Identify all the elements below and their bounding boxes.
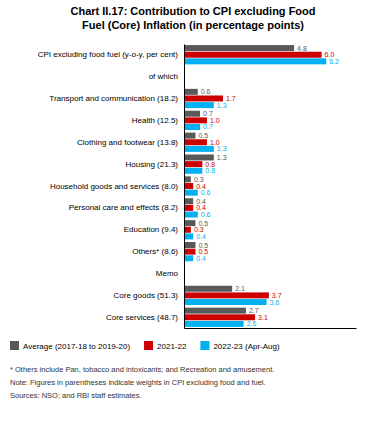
- data-label: 0.4: [196, 233, 206, 240]
- data-label: 4.8: [297, 45, 307, 52]
- data-label: 0.6: [201, 211, 211, 218]
- data-label: 1.3: [217, 102, 227, 109]
- tick-label: Transport and communication (18.2): [49, 94, 178, 103]
- bar: [184, 314, 255, 320]
- bar: [184, 227, 191, 233]
- tick: Core services (48.7): [106, 313, 184, 322]
- legend-swatch: [200, 341, 209, 350]
- footnote: * Others include Pan, tobacco and intoxi…: [10, 365, 274, 374]
- bar: [184, 183, 193, 189]
- data-label: 6.2: [329, 58, 339, 65]
- legend-swatch: [10, 341, 19, 350]
- tick-label: Health (12.5): [132, 116, 179, 125]
- bar: [184, 58, 326, 64]
- bar: [184, 102, 214, 108]
- tick: Clothing and footwear (13.8): [77, 138, 184, 147]
- bar: [184, 205, 193, 211]
- legend-label: 2022-23 (Apr-Aug): [213, 342, 280, 351]
- tick: Core goods (51.3): [114, 291, 184, 300]
- data-label: 0.6: [201, 88, 211, 95]
- tick: Memo: [156, 269, 184, 278]
- bar: [184, 190, 198, 196]
- bar: [184, 52, 322, 58]
- bar: [184, 292, 269, 298]
- tick: Personal care and effects (8.2): [69, 203, 184, 212]
- legend: Average (2017-18 to 2019-20) 2021-22 2022-…: [10, 341, 280, 351]
- bar: [184, 249, 195, 255]
- footnote: Sources: NSO; and RBI staff estimates.: [10, 391, 142, 400]
- bar: [184, 176, 191, 182]
- data-label: 0.7: [203, 123, 213, 130]
- tick: of which: [149, 72, 184, 81]
- tick: Others* (8.6): [132, 247, 184, 256]
- chart: Chart II.17: Contribution to CPI excludi…: [0, 0, 386, 438]
- tick-label: Core goods (51.3): [114, 291, 179, 300]
- tick-label: Others* (8.6): [132, 247, 178, 256]
- data-label: 1.7: [226, 95, 236, 102]
- bar: [184, 286, 232, 292]
- footnote: Note: Figures in parentheses indicate we…: [10, 378, 266, 387]
- bar: [184, 308, 246, 314]
- bar: [184, 146, 214, 152]
- bar: [184, 117, 207, 123]
- title: Chart II.17: Contribution to CPI excludi…: [70, 5, 315, 31]
- data-label: 1.3: [217, 145, 227, 152]
- x-axis: [185, 328, 357, 329]
- bar: [184, 161, 202, 167]
- tick-label: of which: [149, 72, 178, 81]
- tick-label: Personal care and effects (8.2): [69, 203, 179, 212]
- bar: [184, 242, 195, 248]
- legend-label: Average (2017-18 to 2019-20): [23, 342, 130, 351]
- footnotes: * Others include Pan, tobacco and intoxi…: [10, 365, 274, 400]
- bar: [184, 154, 214, 160]
- tick: Transport and communication (18.2): [49, 94, 184, 103]
- data-label: 0.6: [201, 189, 211, 196]
- bar: [184, 220, 195, 226]
- tick-label: Core services (48.7): [106, 313, 178, 322]
- bars: [184, 45, 326, 327]
- bar: [184, 168, 202, 174]
- data-labels: 4.80.60.70.51.30.30.40.50.52.12.76.01.71…: [194, 45, 339, 328]
- axis-line: [184, 45, 185, 329]
- bar: [184, 95, 223, 101]
- axis-line: [185, 328, 357, 329]
- bar: [184, 139, 207, 145]
- bar: [184, 133, 195, 139]
- data-label: 3.1: [258, 314, 268, 321]
- bar: [184, 212, 198, 218]
- bar: [184, 89, 198, 95]
- data-label: 2.6: [247, 320, 257, 327]
- tick-label: Household goods and services (8.0): [50, 182, 178, 191]
- bar: [184, 124, 200, 130]
- legend-swatch: [144, 341, 153, 350]
- data-label: 1.3: [217, 154, 227, 161]
- data-label: 2.1: [235, 285, 245, 292]
- tick-label: Education (9.4): [124, 225, 179, 234]
- data-label: 0.5: [198, 132, 208, 139]
- bar: [184, 255, 193, 261]
- data-label: 0.8: [205, 167, 215, 174]
- bar: [184, 111, 200, 117]
- y-axis: CPI excluding food fuel (y-o-y, per cent…: [38, 45, 185, 329]
- bar: [184, 299, 267, 305]
- data-label: 3.6: [270, 299, 280, 306]
- tick: Household goods and services (8.0): [50, 182, 184, 191]
- tick-label: Memo: [156, 269, 179, 278]
- tick-label: Housing (21.3): [126, 160, 179, 169]
- tick: CPI excluding food fuel (y-o-y, per cent…: [38, 50, 184, 59]
- bar: [184, 45, 294, 51]
- data-label: 0.4: [196, 255, 206, 262]
- tick: Housing (21.3): [126, 160, 184, 169]
- tick: Health (12.5): [132, 116, 184, 125]
- bar: [184, 198, 193, 204]
- tick-label: Clothing and footwear (13.8): [77, 138, 178, 147]
- bar: [184, 233, 193, 239]
- bar: [184, 321, 244, 327]
- legend-label: 2021-22: [157, 342, 187, 351]
- tick: Education (9.4): [124, 225, 184, 234]
- tick-label: CPI excluding food fuel (y-o-y, per cent…: [38, 50, 179, 59]
